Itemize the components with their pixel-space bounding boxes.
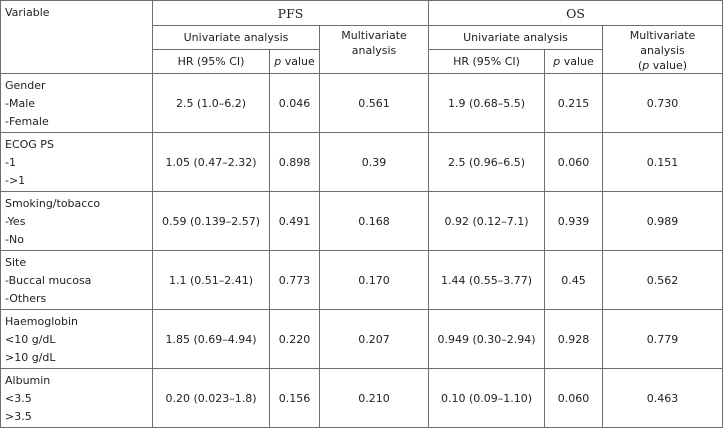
pfs-hr-cell: 1.1 (0.51–2.41) bbox=[152, 250, 270, 310]
os-multivariate-cell: 0.562 bbox=[602, 250, 723, 310]
os-multivariate-cell: 0.730 bbox=[602, 73, 723, 133]
os-hr-cell: 1.9 (0.68–5.5) bbox=[428, 73, 546, 133]
variable-cell: Gender -Male -Female bbox=[0, 73, 153, 133]
table-row: ECOG PS -1 ->1 1.05 (0.47–2.32) 0.898 0.39… bbox=[0, 132, 723, 192]
os-multivariate-cell: 0.463 bbox=[602, 368, 723, 428]
os-hr-cell: 2.5 (0.96–6.5) bbox=[428, 132, 546, 192]
variable-cell: Smoking/tobacco -Yes -No bbox=[0, 191, 153, 251]
pfs-p-cell: 0.046 bbox=[269, 73, 320, 133]
table-row: Smoking/tobacco -Yes -No 0.59 (0.139–2.57)… bbox=[0, 191, 723, 251]
table-row: Haemoglobin <10 g/dL >10 g/dL 1.85 (0.69–4… bbox=[0, 309, 723, 369]
os-p-cell: 0.060 bbox=[544, 368, 604, 428]
variable-cell: Albumin <3.5 >3.5 bbox=[0, 368, 153, 428]
pfs-p-cell: 0.491 bbox=[269, 191, 320, 251]
pfs-hr-header: HR (95% CI) bbox=[152, 49, 270, 74]
os-hr-cell: 0.92 (0.12–7.1) bbox=[428, 191, 546, 251]
pfs-p-header: p value bbox=[269, 49, 320, 74]
pfs-univariate-header: Univariate analysis bbox=[152, 25, 320, 50]
pfs-multivariate-cell: 0.561 bbox=[318, 73, 430, 133]
pfs-p-cell: 0.220 bbox=[269, 309, 320, 369]
os-univariate-header: Univariate analysis bbox=[428, 25, 604, 50]
variable-cell: ECOG PS -1 ->1 bbox=[0, 132, 153, 192]
os-p-cell: 0.215 bbox=[544, 73, 604, 133]
os-hr-cell: 1.44 (0.55–3.77) bbox=[428, 250, 546, 310]
pfs-multivariate-cell: 0.39 bbox=[318, 132, 430, 192]
pfs-multivariate-cell: 0.207 bbox=[318, 309, 430, 369]
os-hr-cell: 0.10 (0.09–1.10) bbox=[428, 368, 546, 428]
os-p-cell: 0.928 bbox=[544, 309, 604, 369]
variable-header: Variable bbox=[0, 0, 153, 74]
os-header: OS bbox=[428, 0, 723, 26]
pfs-p-cell: 0.156 bbox=[269, 368, 320, 428]
os-multivariate-cell: 0.779 bbox=[602, 309, 723, 369]
table-row: Albumin <3.5 >3.5 0.20 (0.023–1.8) 0.156 0… bbox=[0, 368, 723, 428]
os-p-cell: 0.45 bbox=[544, 250, 604, 310]
pfs-p-cell: 0.773 bbox=[269, 250, 320, 310]
pfs-multivariate-header: Multivariate analysis bbox=[318, 25, 430, 74]
os-p-cell: 0.939 bbox=[544, 191, 604, 251]
pfs-hr-cell: 0.59 (0.139–2.57) bbox=[152, 191, 270, 251]
variable-cell: Haemoglobin <10 g/dL >10 g/dL bbox=[0, 309, 153, 369]
os-multivariate-cell: 0.989 bbox=[602, 191, 723, 251]
pfs-multivariate-cell: 0.210 bbox=[318, 368, 430, 428]
variable-cell: Site -Buccal mucosa -Others bbox=[0, 250, 153, 310]
os-multivariate-header: Multivariate analysis (p value) bbox=[602, 25, 723, 74]
pfs-hr-cell: 1.05 (0.47–2.32) bbox=[152, 132, 270, 192]
pfs-multivariate-cell: 0.170 bbox=[318, 250, 430, 310]
pfs-multivariate-cell: 0.168 bbox=[318, 191, 430, 251]
os-hr-cell: 0.949 (0.30–2.94) bbox=[428, 309, 546, 369]
os-p-header: p value bbox=[544, 49, 604, 74]
pfs-hr-cell: 1.85 (0.69–4.94) bbox=[152, 309, 270, 369]
table-row: Site -Buccal mucosa -Others 1.1 (0.51–2.41… bbox=[0, 250, 723, 310]
table-row: Gender -Male -Female 2.5 (1.0–6.2) 0.046 0… bbox=[0, 73, 723, 133]
pfs-hr-cell: 0.20 (0.023–1.8) bbox=[152, 368, 270, 428]
pfs-hr-cell: 2.5 (1.0–6.2) bbox=[152, 73, 270, 133]
os-multivariate-cell: 0.151 bbox=[602, 132, 723, 192]
os-p-cell: 0.060 bbox=[544, 132, 604, 192]
pfs-p-cell: 0.898 bbox=[269, 132, 320, 192]
pfs-header: PFS bbox=[151, 0, 430, 26]
os-hr-header: HR (95% CI) bbox=[428, 49, 546, 74]
